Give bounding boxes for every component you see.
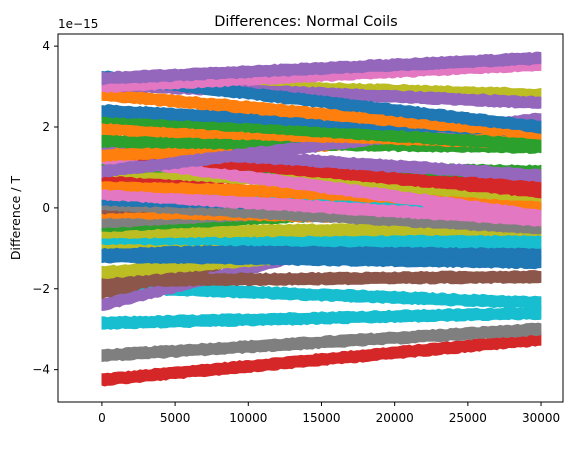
plot-frame xyxy=(57,33,564,403)
series-line-6 xyxy=(101,270,542,288)
y-tick-label: 0 xyxy=(42,201,50,215)
y-offset-label: 1e−15 xyxy=(58,17,98,31)
y-tick-label: 2 xyxy=(42,120,50,134)
x-tick-label: 15000 xyxy=(302,411,340,425)
x-tick-label: 25000 xyxy=(449,411,487,425)
series-line-34 xyxy=(101,88,542,140)
x-tick-label: 5000 xyxy=(160,411,191,425)
y-axis-label: Difference / T xyxy=(8,176,23,261)
series-line-1 xyxy=(101,322,542,363)
chart-title: Differences: Normal Coils xyxy=(214,14,397,30)
x-tick-label: 0 xyxy=(98,411,106,425)
x-tick-label: 10000 xyxy=(229,411,267,425)
y-tick-label: −4 xyxy=(32,363,50,377)
y-axis: −4 −2 0 2 4 xyxy=(32,39,58,377)
series-line-0 xyxy=(101,332,542,387)
series-line-20 xyxy=(101,187,542,227)
series-line-39 xyxy=(101,51,542,86)
x-axis: 0 5000 10000 15000 20000 25000 30000 xyxy=(98,402,560,425)
x-tick-label: 30000 xyxy=(522,411,560,425)
series-line-25 xyxy=(101,150,542,223)
y-tick-label: 4 xyxy=(42,39,50,53)
series-line-2 xyxy=(101,306,542,330)
series-layer xyxy=(101,51,542,387)
x-tick-label: 20000 xyxy=(376,411,414,425)
y-tick-label: −2 xyxy=(32,282,50,296)
